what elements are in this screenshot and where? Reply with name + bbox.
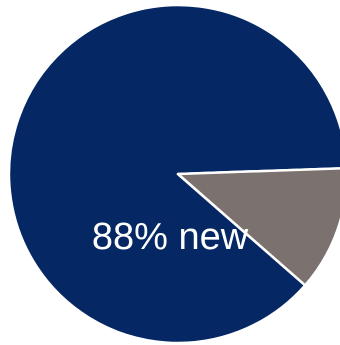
pie-slice-0 [7, 3, 340, 345]
pie-slices [7, 3, 340, 345]
pie-slice-label-0: 88% new [92, 216, 249, 258]
pie-labels: 88% new [92, 216, 249, 258]
pie-slice-1 [176, 167, 340, 287]
